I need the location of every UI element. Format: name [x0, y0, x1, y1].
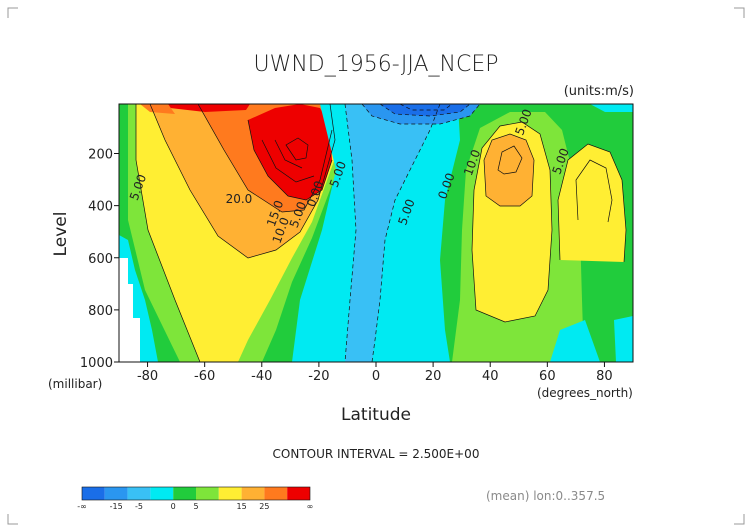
nh-jet2-fill-10 — [558, 144, 626, 262]
y-tick-label: 400 — [88, 200, 113, 215]
colorbar-frame — [81, 486, 311, 501]
colorbar-swatch — [218, 487, 242, 500]
y-tick-label: 800 — [88, 304, 113, 319]
y-axis-title: Level — [51, 212, 71, 257]
cyan-patch-far-right — [614, 316, 633, 362]
x-axis-title: Latitude — [341, 405, 411, 425]
y-tick-label: 1000 — [80, 356, 113, 371]
colorbar-label: -15 — [110, 502, 123, 511]
contour-fill-25 — [248, 104, 332, 200]
colorbar-swatch — [127, 487, 151, 500]
x-tick-label: -60 — [194, 369, 215, 384]
plot-area: 5.00 20.0 15.010.05.000.005.005.000.0010.0… — [118, 103, 634, 363]
missing-data-region — [119, 258, 140, 362]
x-axis: -80 -60 -40 -20 0 20 40 60 80 — [137, 362, 613, 384]
colorbar-swatch — [82, 487, 105, 500]
contour-fill-25-top — [160, 104, 250, 112]
colorbar-swatch — [241, 487, 265, 500]
x-tick-label: 60 — [539, 369, 556, 384]
units-label: (units:m/s) — [564, 84, 634, 99]
colorbar: -∞ -15 -5 0 5 15 25 ∞ — [77, 486, 314, 511]
x-tick-label: -80 — [137, 369, 158, 384]
negative-contour-lines — [344, 104, 481, 362]
contour-lines — [135, 104, 627, 362]
y-tick-label: 600 — [88, 252, 113, 267]
colorbar-swatch — [104, 487, 128, 500]
x-tick-label: 80 — [596, 369, 613, 384]
contour-label: 20.0 — [226, 192, 253, 206]
x-axis-unit: (degrees_north) — [537, 386, 633, 400]
x-tick-label: -40 — [251, 369, 272, 384]
colorbar-swatch — [287, 487, 310, 500]
colorbar-label: 15 — [237, 502, 247, 511]
cyan-patch-right — [590, 104, 633, 112]
colorbar-swatch — [150, 487, 174, 500]
colorbar-swatch — [173, 487, 196, 500]
x-tick-label: 20 — [425, 369, 442, 384]
x-tick-label: 0 — [372, 369, 380, 384]
cyan-patch-bottom-right — [550, 320, 600, 362]
colorbar-label: 0 — [171, 502, 176, 511]
colorbar-label: -5 — [135, 502, 143, 511]
colorbar-label: ∞ — [307, 502, 314, 511]
x-tick-label: -20 — [308, 369, 329, 384]
crop-marks — [7, 7, 745, 525]
y-tick-label: 200 — [88, 148, 113, 163]
x-tick-label: 40 — [482, 369, 499, 384]
contour-fill-neg5 — [345, 104, 440, 362]
contour-interval-note: CONTOUR INTERVAL = 2.500E+00 — [273, 447, 480, 461]
contour-fill-20-left — [140, 104, 175, 114]
mean-note: (mean) lon:0..357.5 — [486, 489, 605, 503]
colorbar-label: 25 — [259, 502, 269, 511]
colorbar-label: 5 — [193, 502, 198, 511]
chart-title: UWND_1956-JJA_NCEP — [253, 52, 498, 77]
colorbar-label: -∞ — [77, 502, 87, 511]
colorbar-swatch — [264, 487, 288, 500]
nh-jet-fill-15 — [484, 134, 534, 206]
y-axis: 200 400 600 800 1000 — [80, 148, 119, 371]
y-axis-unit: (millibar) — [48, 377, 102, 391]
colorbar-swatch — [196, 487, 219, 500]
